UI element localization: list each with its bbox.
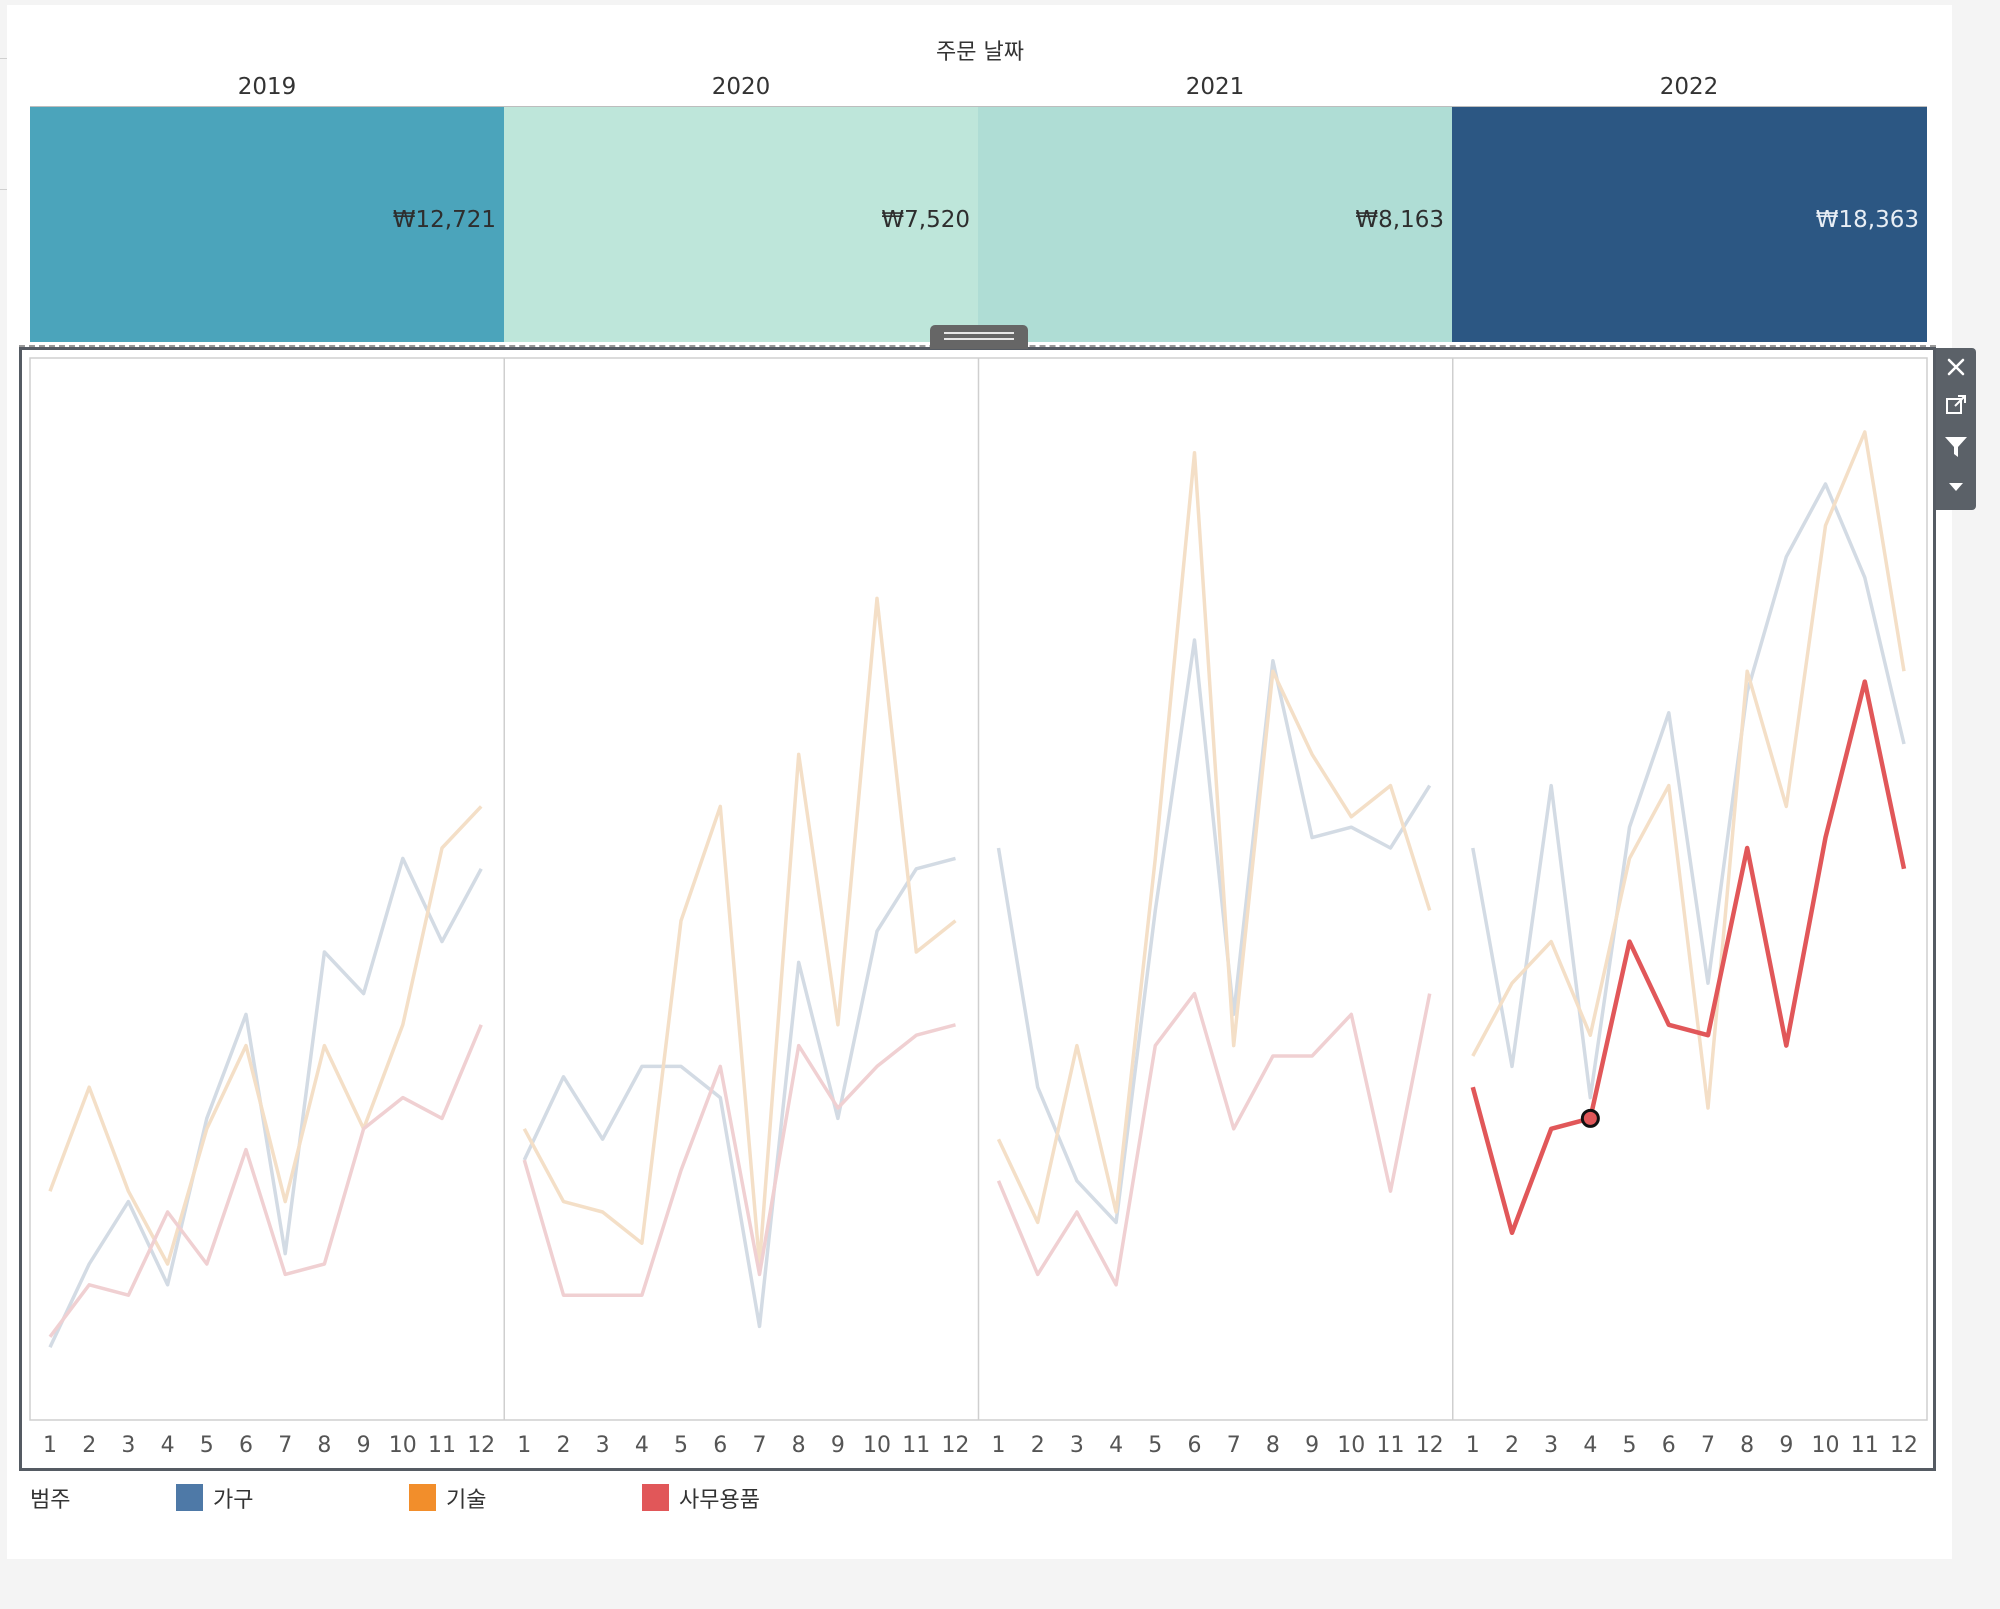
x-tick-label: 4 xyxy=(635,1433,649,1458)
series-line[interactable] xyxy=(996,991,1432,1287)
x-tick-label: 12 xyxy=(1890,1433,1918,1458)
x-tick-label: 8 xyxy=(1266,1433,1280,1458)
year-label-2022: 2022 xyxy=(1659,74,1719,100)
x-tick-label: 11 xyxy=(1851,1433,1879,1458)
x-tick-label: 8 xyxy=(792,1433,806,1458)
header-axis-title: 주문 날짜 xyxy=(936,40,1024,65)
year-cell-2022[interactable]: ₩18,363 xyxy=(1452,107,1927,342)
series-line[interactable] xyxy=(1470,679,1907,1236)
x-tick-label: 4 xyxy=(161,1433,175,1458)
open-external-icon[interactable] xyxy=(1936,386,1976,424)
series-line[interactable] xyxy=(522,596,957,1266)
year-cell-2019[interactable]: ₩12,721 xyxy=(30,107,504,342)
x-tick-label: 1 xyxy=(1466,1433,1480,1458)
x-tick-label: 3 xyxy=(1070,1433,1084,1458)
series-line[interactable] xyxy=(522,1023,956,1297)
legend-swatch xyxy=(642,1484,669,1511)
x-tick-label: 1 xyxy=(517,1433,531,1458)
x-tick-label: 10 xyxy=(1337,1433,1365,1458)
series-line[interactable] xyxy=(1471,430,1906,1110)
x-tick-label: 1 xyxy=(992,1433,1006,1458)
legend-swatch xyxy=(176,1484,203,1511)
x-tick-label: 2 xyxy=(82,1433,96,1458)
x-tick-label: 6 xyxy=(239,1433,253,1458)
x-tick-label: 7 xyxy=(278,1433,292,1458)
x-tick-label: 5 xyxy=(1148,1433,1162,1458)
x-tick-label: 12 xyxy=(1416,1433,1444,1458)
series-line[interactable] xyxy=(48,805,483,1266)
legend-title: 범주 xyxy=(30,1488,71,1513)
series-line[interactable] xyxy=(48,856,483,1348)
x-tick-label: 9 xyxy=(831,1433,845,1458)
x-tick-label: 5 xyxy=(200,1433,214,1458)
year-cell-value: ₩7,520 xyxy=(881,207,970,233)
x-tick-label: 7 xyxy=(1701,1433,1715,1458)
x-tick-label: 7 xyxy=(1227,1433,1241,1458)
series-line[interactable] xyxy=(48,1024,483,1338)
legend-label: 사무용품 xyxy=(679,1488,760,1513)
x-tick-label: 8 xyxy=(1740,1433,1754,1458)
x-tick-label: 3 xyxy=(596,1433,610,1458)
x-tick-label: 11 xyxy=(1377,1433,1405,1458)
year-cell-2021[interactable]: ₩8,163 xyxy=(978,107,1452,342)
year-cell-value: ₩18,363 xyxy=(1815,207,1919,233)
year-cell-value: ₩12,721 xyxy=(392,207,496,233)
x-tick-label: 10 xyxy=(389,1433,417,1458)
legend-label: 기술 xyxy=(446,1488,487,1513)
x-tick-label: 10 xyxy=(1812,1433,1840,1458)
legend-swatch xyxy=(409,1484,436,1511)
monthly-sales-line-chart[interactable]: 1 2 3 4 5 6 7 8 9 10 11 12 1 2 3 4 5 6 7 8 9 10 11 12 1 2 3 4 5 6 7 8 9 1… xyxy=(22,350,1933,1468)
series-line[interactable] xyxy=(996,451,1432,1225)
x-tick-label: 10 xyxy=(863,1433,891,1458)
filter-icon[interactable] xyxy=(1936,428,1976,466)
line-chart-sheet[interactable]: 1 2 3 4 5 6 7 8 9 10 11 12 1 2 3 4 5 6 7 8 9 10 11 12 1 2 3 4 5 6 7 8 9 1… xyxy=(19,347,1936,1471)
header-divider xyxy=(30,106,1927,107)
sheet-toolbar xyxy=(1936,348,1976,510)
year-label-2019: 2019 xyxy=(237,74,297,100)
x-tick-label: 11 xyxy=(902,1433,930,1458)
x-tick-label: 5 xyxy=(674,1433,688,1458)
splitter-handle[interactable] xyxy=(930,325,1028,349)
x-tick-label: 9 xyxy=(1305,1433,1319,1458)
series-line[interactable] xyxy=(1471,482,1906,1100)
x-tick-label: 12 xyxy=(941,1433,969,1458)
x-tick-label: 4 xyxy=(1109,1433,1123,1458)
x-tick-label: 8 xyxy=(317,1433,331,1458)
year-cell-value: ₩8,163 xyxy=(1355,207,1444,233)
left-edge-divider xyxy=(0,58,7,190)
x-tick-label: 6 xyxy=(1188,1433,1202,1458)
x-tick-label: 7 xyxy=(752,1433,766,1458)
series-line[interactable] xyxy=(522,856,956,1329)
x-tick-label: 4 xyxy=(1583,1433,1597,1458)
selected-data-point[interactable] xyxy=(1580,1108,1600,1128)
x-tick-label: 1 xyxy=(43,1433,57,1458)
year-label-2020: 2020 xyxy=(711,74,771,100)
x-tick-label: 11 xyxy=(428,1433,456,1458)
close-icon[interactable] xyxy=(1936,348,1976,386)
dropdown-icon[interactable] xyxy=(1936,468,1976,506)
x-tick-label: 9 xyxy=(357,1433,371,1458)
series-line[interactable] xyxy=(996,638,1432,1225)
legend-label: 가구 xyxy=(213,1488,254,1513)
x-tick-label: 5 xyxy=(1623,1433,1637,1458)
x-tick-label: 3 xyxy=(1544,1433,1558,1458)
x-tick-label: 3 xyxy=(121,1433,135,1458)
x-tick-label: 2 xyxy=(1505,1433,1519,1458)
x-tick-label: 6 xyxy=(713,1433,727,1458)
x-tick-label: 2 xyxy=(1031,1433,1045,1458)
year-label-2021: 2021 xyxy=(1185,74,1245,100)
x-tick-label: 2 xyxy=(556,1433,570,1458)
x-tick-label: 9 xyxy=(1779,1433,1793,1458)
x-tick-label: 12 xyxy=(467,1433,495,1458)
x-tick-label: 6 xyxy=(1662,1433,1676,1458)
year-cell-2020[interactable]: ₩7,520 xyxy=(504,107,978,342)
